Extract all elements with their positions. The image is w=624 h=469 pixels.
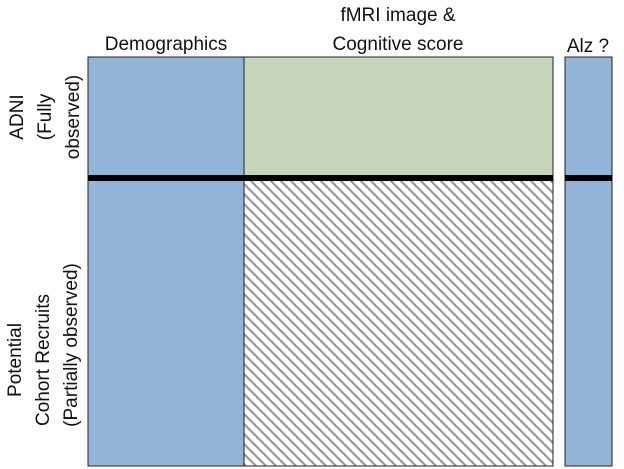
column-header: Demographics xyxy=(105,34,228,55)
row-label: ADNI xyxy=(7,94,28,139)
row-label: (Fully xyxy=(35,93,56,140)
alz-block xyxy=(564,56,613,467)
column-header: Cognitive score xyxy=(333,34,464,55)
row-label: (Partially observed) xyxy=(61,263,82,427)
observed-fmri-block xyxy=(243,56,554,179)
demographics-block xyxy=(87,56,245,467)
row-label: observed) xyxy=(63,75,84,160)
row-label: Potential xyxy=(5,323,26,397)
column-header: fMRI image & xyxy=(340,5,455,26)
column-header: Alz ? xyxy=(567,36,609,57)
missing-fmri-block xyxy=(243,177,554,467)
row-label: Cohort Recruits xyxy=(33,294,54,426)
